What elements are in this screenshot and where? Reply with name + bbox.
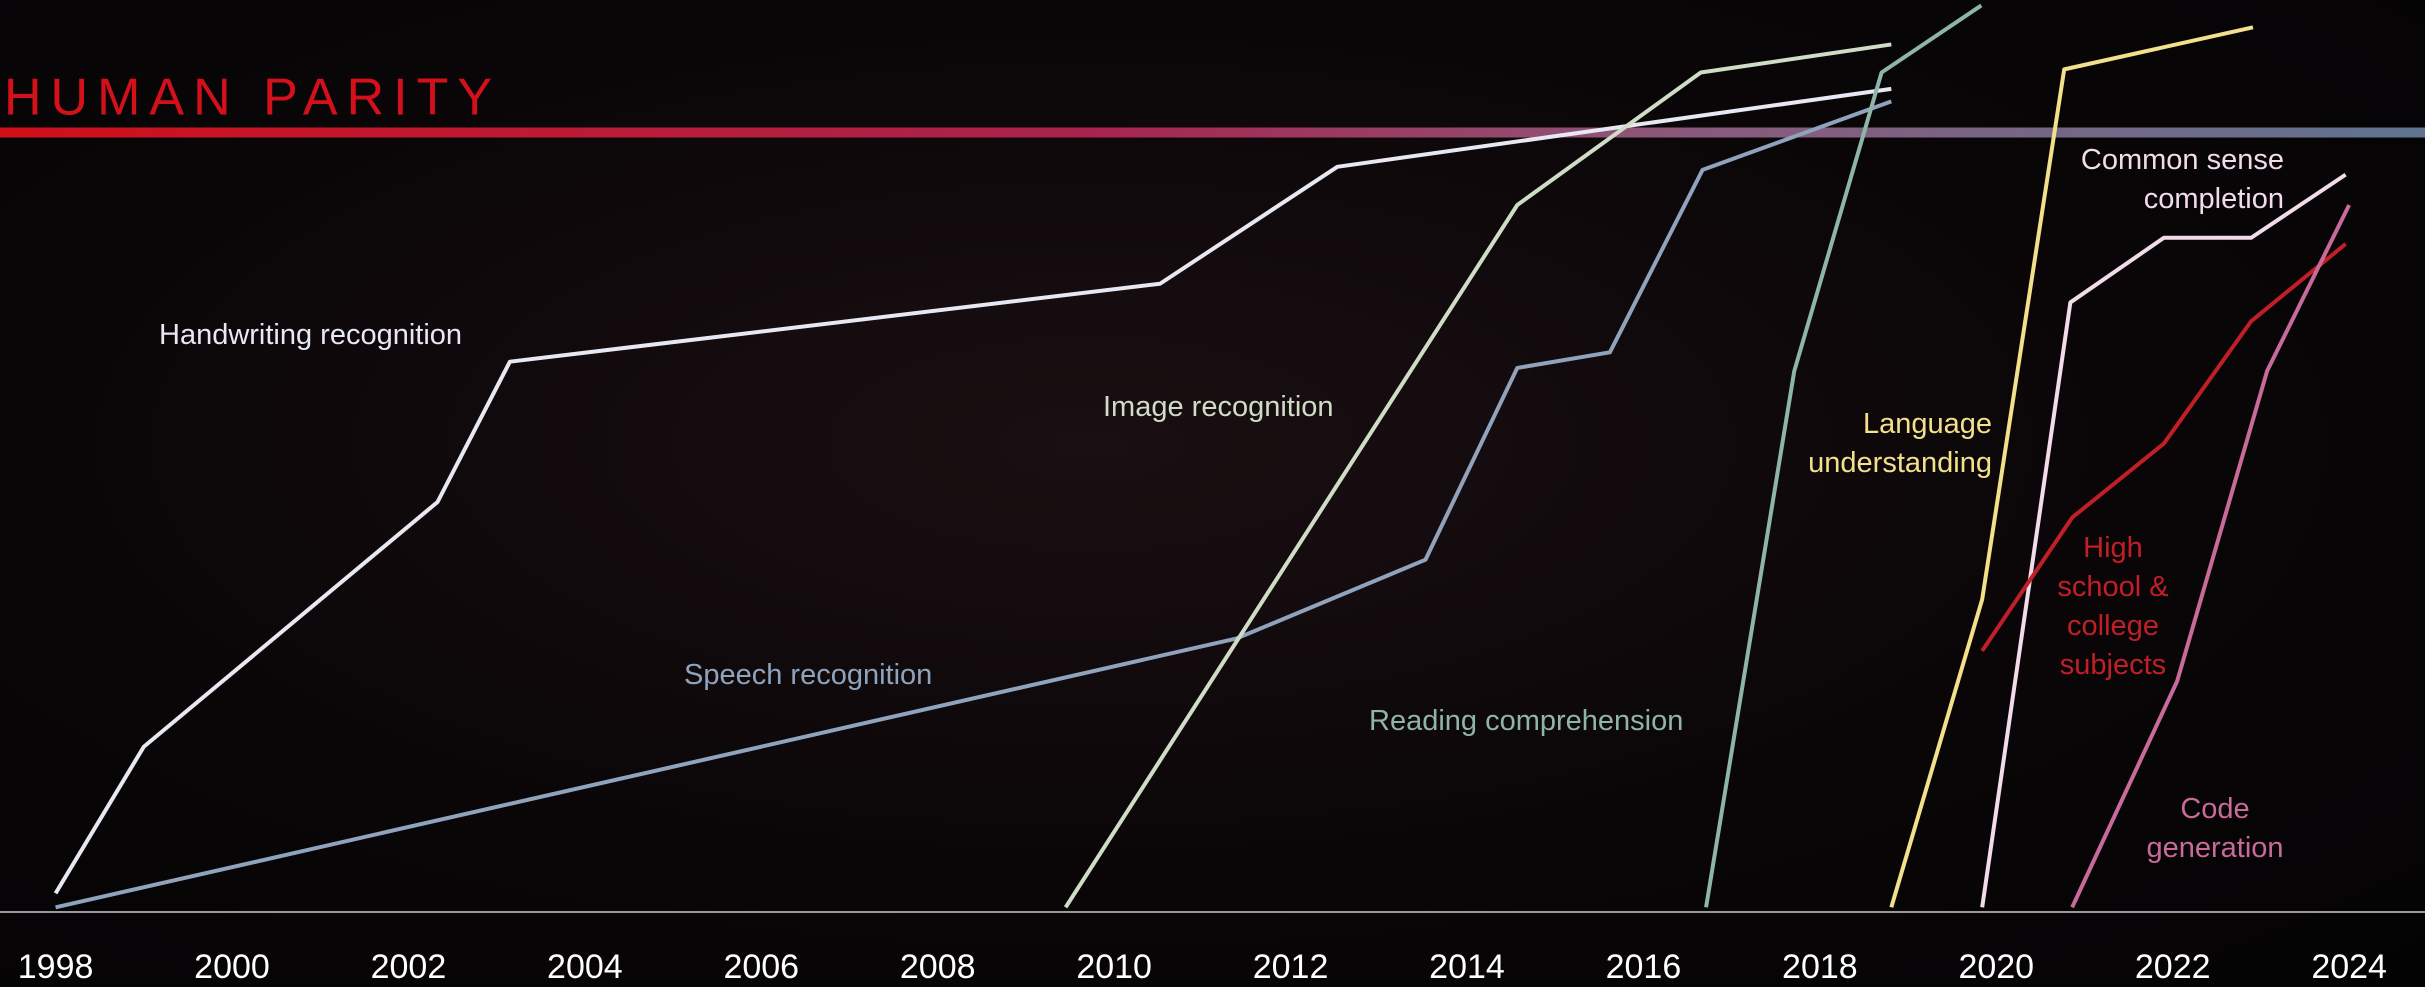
x-tick-label: 2014 — [1429, 948, 1505, 986]
series-line — [2070, 204, 2351, 909]
series-line — [1063, 42, 1892, 909]
x-tick-label: 2024 — [2311, 948, 2387, 986]
x-tick-label: 2008 — [900, 948, 976, 986]
series-label: High school & college subjects — [2057, 532, 2169, 681]
x-tick-label: 2002 — [371, 948, 447, 986]
parity-label: HUMAN PARITY — [4, 69, 501, 127]
series-line — [1980, 242, 2347, 652]
x-tick-label: 2022 — [2135, 948, 2211, 986]
series-label: Reading comprehension — [1369, 705, 1684, 737]
series-label: Common sense completion — [2080, 144, 2284, 215]
x-tick-label: 2018 — [1782, 948, 1858, 986]
series-label: Speech recognition — [684, 659, 933, 691]
x-tick-label: 2020 — [1958, 948, 2034, 986]
x-tick-label: 2000 — [194, 948, 270, 986]
series-label: Code generation — [2146, 793, 2284, 864]
series-label: Image recognition — [1103, 391, 1334, 423]
x-tick-label: 2016 — [1606, 948, 1682, 986]
series-line — [1889, 25, 2254, 908]
x-tick-label: 2006 — [723, 948, 799, 986]
x-tick-label: 1998 — [18, 948, 94, 986]
x-tick-label: 2004 — [547, 948, 623, 986]
series-line — [55, 99, 1892, 910]
x-tick-label: 2012 — [1253, 948, 1329, 986]
series-line — [1980, 172, 2347, 908]
series-line — [1704, 3, 1983, 908]
x-tick-label: 2010 — [1076, 948, 1152, 986]
series-label: Handwriting recognition — [159, 319, 463, 351]
series-line — [53, 86, 1892, 895]
series-label: Language understanding — [1808, 408, 1992, 479]
parity-line — [0, 127, 2425, 138]
